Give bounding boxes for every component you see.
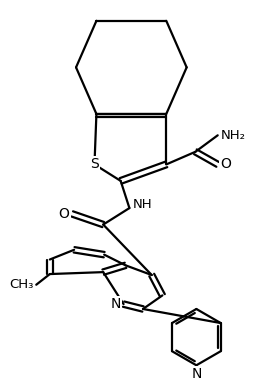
Text: S: S [90, 157, 99, 171]
Text: NH: NH [132, 198, 152, 211]
Text: O: O [58, 207, 69, 221]
Text: CH₃: CH₃ [9, 278, 33, 291]
Text: NH₂: NH₂ [221, 129, 246, 142]
Text: O: O [221, 157, 232, 171]
Text: N: N [110, 297, 121, 311]
Text: N: N [191, 367, 202, 381]
